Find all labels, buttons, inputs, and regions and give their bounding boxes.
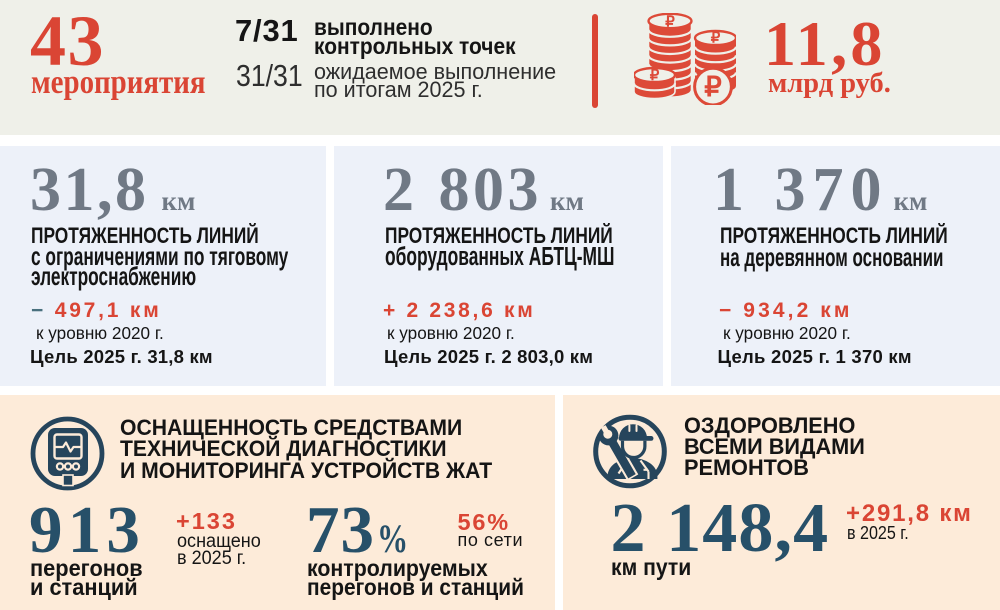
svg-text:₽: ₽ [704,71,722,102]
svg-text:₽: ₽ [665,13,675,30]
svg-text:₽: ₽ [650,67,660,84]
svg-text:₽: ₽ [711,30,721,47]
